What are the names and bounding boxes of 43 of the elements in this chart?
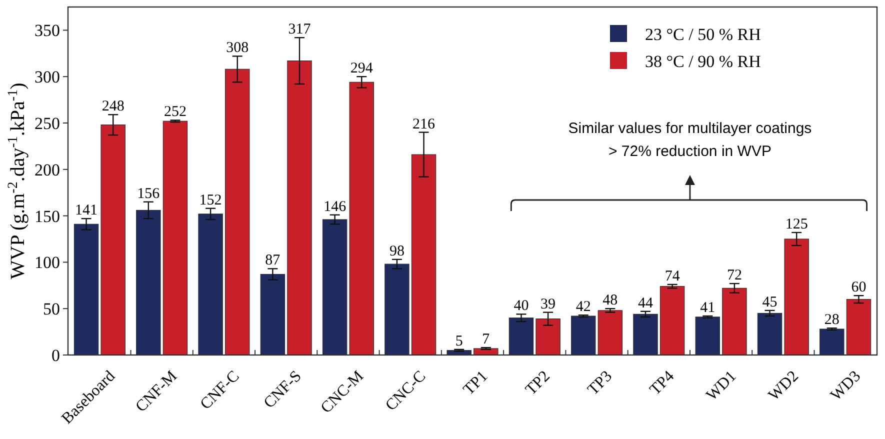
y-tick-label: 100 (34, 253, 60, 272)
data-label: 39 (540, 296, 556, 312)
y-tick-label: 200 (34, 160, 60, 180)
legend-label: 38 °C / 90 % RH (645, 52, 761, 71)
x-tick-label: WD1 (703, 368, 740, 404)
data-label: 7 (482, 332, 490, 348)
data-label: 42 (576, 299, 591, 316)
data-label: 146 (324, 198, 347, 215)
data-label: 141 (75, 202, 98, 219)
y-tick-label: 0 (52, 346, 60, 365)
y-tick-label: 350 (34, 21, 60, 40)
y-tick-label: 150 (34, 206, 60, 226)
data-label: 98 (389, 243, 404, 260)
data-label: 44 (638, 295, 654, 312)
legend-label: 23 °C / 50 % RH (645, 24, 761, 44)
data-label: 294 (350, 60, 374, 77)
x-tick-label: TP2 (522, 368, 554, 399)
data-label: 74 (664, 268, 680, 284)
x-tick-label: TP1 (460, 368, 492, 399)
data-label: 72 (726, 268, 742, 284)
annotation: Similar values for multilayer coatings (568, 120, 812, 137)
data-label: 41 (700, 300, 716, 316)
data-label: 5 (455, 333, 463, 350)
y-tick-label: 300 (34, 68, 60, 87)
y-tick-label: 50 (43, 300, 60, 319)
y-tick-label: 250 (34, 114, 60, 133)
data-label: 40 (514, 298, 529, 314)
data-label: 156 (137, 186, 160, 202)
data-label: 125 (785, 216, 808, 233)
data-label: 152 (199, 192, 222, 208)
x-tick-label: TP4 (646, 368, 678, 399)
data-label: 60 (851, 280, 866, 296)
data-label: 308 (226, 40, 249, 56)
data-label: 317 (288, 22, 312, 38)
data-label: 45 (762, 294, 778, 310)
data-label: 252 (164, 104, 186, 120)
data-label: 87 (265, 252, 281, 269)
annotation: > 72% reduction in WVP (608, 143, 772, 160)
data-label: 28 (824, 312, 840, 328)
data-label: 48 (602, 292, 618, 309)
data-label: 248 (102, 98, 124, 115)
x-tick-label: TP3 (584, 368, 616, 399)
data-label: 216 (412, 116, 436, 132)
